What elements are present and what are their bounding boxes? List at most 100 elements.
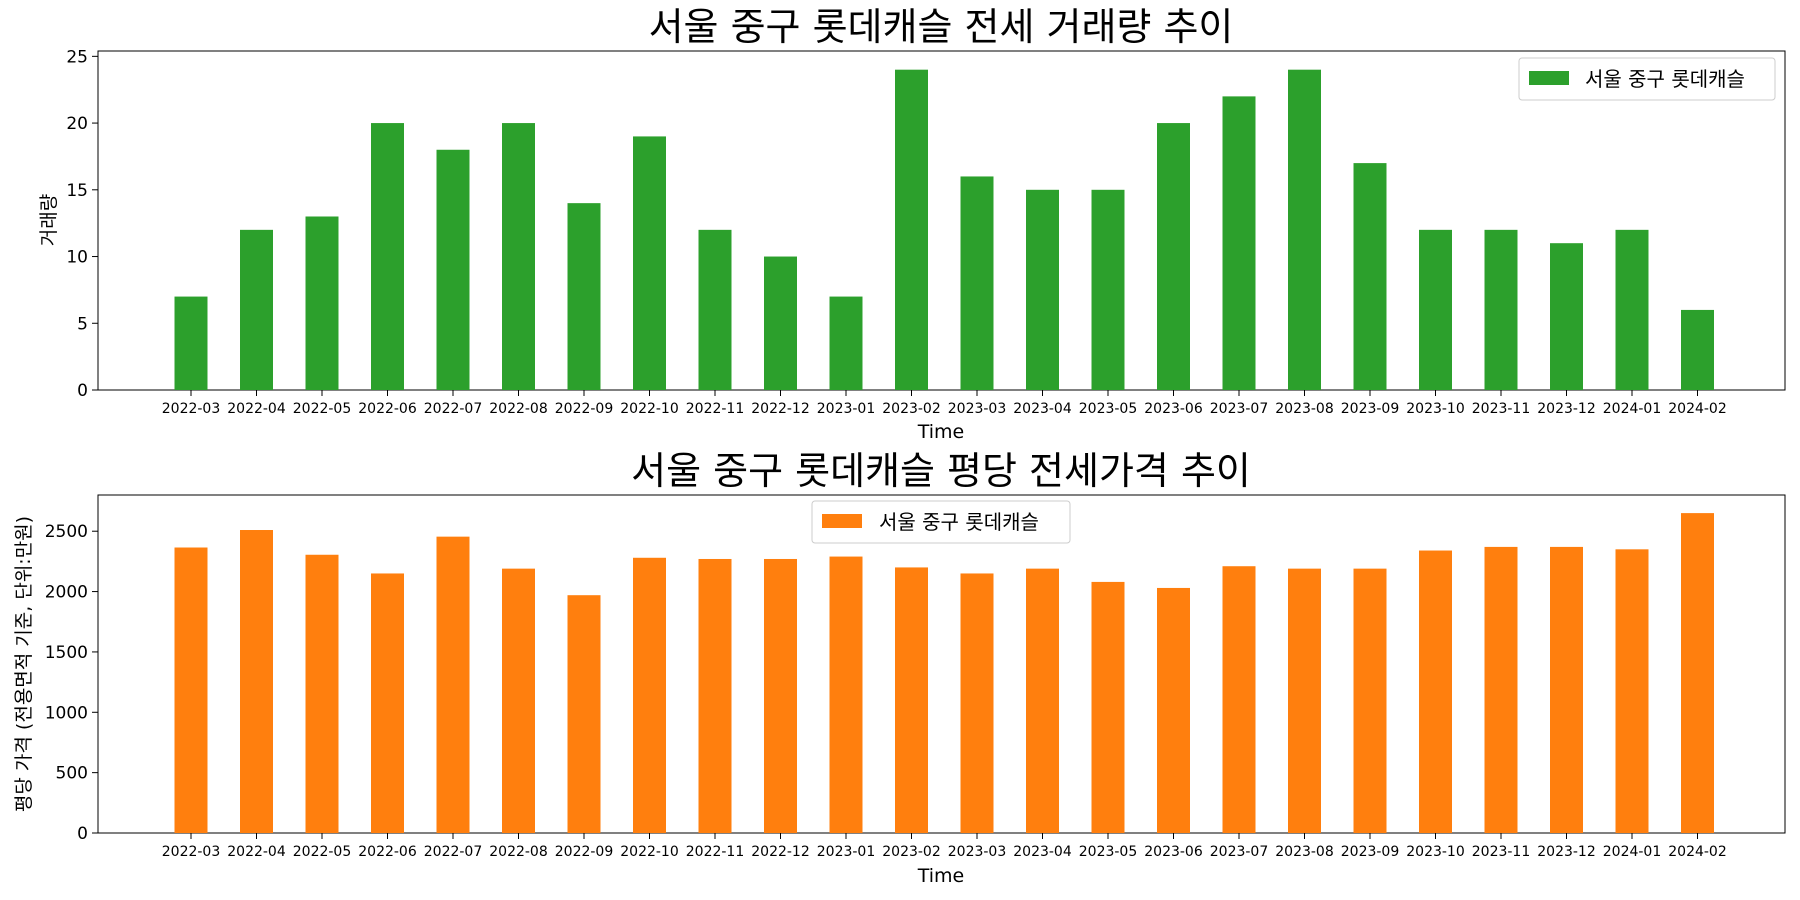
x-tick-label: 2023-04 [1013, 844, 1072, 860]
bar [240, 530, 273, 833]
legend: 서울 중구 롯데캐슬 [811, 500, 1071, 544]
x-tick-label: 2022-04 [227, 844, 286, 860]
y-tick-label: 2000 [45, 583, 88, 603]
bar [1484, 229, 1518, 390]
x-tick-label: 2023-06 [1144, 401, 1203, 417]
bar [371, 123, 404, 391]
x-tick-label: 2023-08 [1275, 401, 1334, 417]
bar [240, 229, 273, 390]
x-tick-label: 2023-09 [1341, 401, 1400, 417]
bar [567, 203, 601, 390]
x-tick-label: 2023-07 [1210, 401, 1269, 417]
y-tick-label: 0 [77, 381, 88, 401]
bar [1681, 513, 1714, 833]
x-tick-label: 2022-07 [424, 401, 483, 417]
bar [1091, 581, 1125, 833]
price-per-pyeong-chart: 서울 중구 롯데캐슬 평당 전세가격 추이 0 500 1000 1500 2000 25… [13, 449, 1786, 887]
bar [502, 568, 535, 833]
x-tick-label: 2023-11 [1472, 844, 1531, 860]
y-axis-label: 거래량 [38, 194, 60, 246]
bar [1157, 587, 1190, 833]
x-tick-label: 2022-04 [227, 401, 286, 417]
x-tick-label: 2022-07 [424, 844, 483, 860]
x-tick-label: 2022-05 [293, 844, 352, 860]
x-tick-label: 2023-05 [1079, 401, 1138, 417]
bar [960, 176, 994, 390]
bar [174, 547, 208, 833]
bar [895, 567, 928, 833]
x-tick-label: 2023-09 [1341, 844, 1400, 860]
x-tick-label: 2023-06 [1144, 844, 1203, 860]
bar [1550, 243, 1583, 390]
x-tick-label: 2024-01 [1603, 844, 1662, 860]
bar [1353, 163, 1387, 390]
bar [1419, 229, 1452, 390]
x-tick-label: 2022-06 [358, 401, 417, 417]
bar [371, 573, 404, 833]
x-tick-label: 2024-02 [1668, 401, 1727, 417]
x-tick-label: 2022-10 [620, 844, 679, 860]
y-tick-label: 500 [56, 764, 88, 784]
x-tick-label: 2023-04 [1013, 401, 1072, 417]
bar [567, 595, 601, 833]
legend-entry-label: 서울 중구 롯데캐슬 [1585, 67, 1745, 91]
y-axis-label: 평당 가격 (전용면적 기준, 단위:만원) [13, 516, 35, 812]
x-tick-label: 2023-10 [1406, 844, 1465, 860]
x-tick-label: 2022-09 [555, 844, 614, 860]
plot-area-frame [97, 494, 1786, 834]
x-axis-label: Time [917, 865, 965, 887]
bar [305, 216, 339, 390]
bar [1681, 309, 1714, 390]
x-tick-label: 2023-08 [1275, 844, 1334, 860]
bar [1222, 566, 1256, 833]
bar [1550, 546, 1583, 833]
x-tick-label: 2023-02 [882, 401, 941, 417]
bar [1091, 189, 1125, 390]
bar [895, 69, 928, 391]
x-tick-label: 2024-01 [1603, 401, 1662, 417]
bar [1353, 568, 1387, 833]
x-tick-label: 2024-02 [1668, 844, 1727, 860]
y-axis-ticks: 0 500 1000 1500 2000 2500 [45, 522, 98, 844]
bar [1288, 69, 1321, 391]
bar [1615, 229, 1649, 390]
legend-swatch [822, 514, 862, 528]
bar [436, 536, 470, 833]
bar [1026, 568, 1059, 833]
x-axis-ticks: 2022-03 2022-04 2022-05 2022-06 2022-07 2022-… [162, 833, 1727, 860]
bar [960, 573, 994, 833]
y-tick-label: 20 [66, 114, 88, 134]
bar-series [174, 69, 1714, 391]
bar [698, 558, 732, 833]
bar [174, 296, 208, 390]
legend-frame [811, 500, 1071, 544]
y-axis-ticks: 0 5 10 15 20 25 [66, 47, 98, 401]
y-tick-label: 15 [66, 181, 88, 201]
bar [1026, 189, 1059, 390]
x-tick-label: 2023-03 [948, 401, 1007, 417]
y-tick-label: 5 [77, 314, 88, 334]
x-tick-label: 2023-05 [1079, 844, 1138, 860]
bar [1615, 549, 1649, 833]
x-tick-label: 2023-11 [1472, 401, 1531, 417]
x-tick-label: 2022-05 [293, 401, 352, 417]
y-tick-label: 1000 [45, 703, 88, 723]
x-tick-label: 2022-03 [162, 401, 221, 417]
bar [1157, 123, 1190, 391]
bar-series [174, 513, 1714, 833]
x-tick-label: 2023-12 [1537, 844, 1596, 860]
x-tick-label: 2022-11 [686, 844, 745, 860]
x-axis-label: Time [917, 421, 965, 443]
x-tick-label: 2023-02 [882, 844, 941, 860]
y-tick-label: 1500 [45, 643, 88, 663]
x-tick-label: 2022-03 [162, 844, 221, 860]
bar [633, 136, 666, 390]
x-tick-label: 2023-12 [1537, 401, 1596, 417]
x-tick-label: 2022-12 [751, 401, 810, 417]
y-tick-label: 2500 [45, 522, 88, 542]
x-tick-label: 2022-12 [751, 844, 810, 860]
bar [633, 557, 666, 833]
x-tick-label: 2023-07 [1210, 844, 1269, 860]
